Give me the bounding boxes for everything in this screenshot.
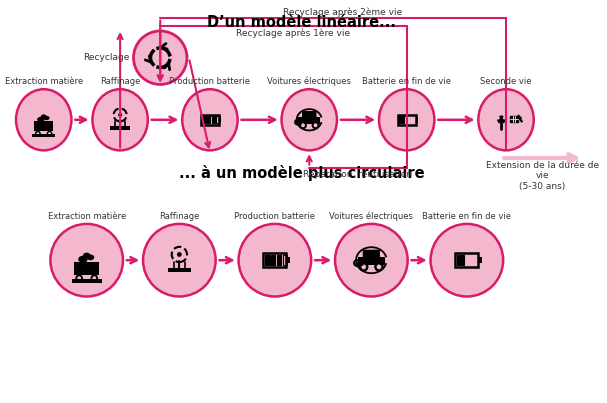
Circle shape [359,262,368,272]
Text: Production batterie: Production batterie [234,212,316,221]
Text: Réparation, réutilisation: Réparation, réutilisation [304,169,413,179]
Bar [287,257,290,263]
Ellipse shape [478,89,534,150]
Circle shape [314,123,317,127]
Bar [298,117,320,124]
Bar [203,116,206,123]
Text: ... à un modèle plus circulaire: ... à un modèle plus circulaire [179,165,424,181]
Bar [416,117,418,122]
Circle shape [36,132,39,135]
Bar [168,268,191,272]
Ellipse shape [50,224,123,297]
Text: Extension de la durée de
vie
(5-30 ans): Extension de la durée de vie (5-30 ans) [486,161,599,191]
Ellipse shape [41,114,47,119]
FancyBboxPatch shape [34,121,53,131]
Text: Batterie en fin de vie: Batterie en fin de vie [362,77,451,86]
Ellipse shape [239,224,311,297]
Bar [283,256,287,265]
Ellipse shape [182,89,237,150]
Circle shape [47,131,52,137]
FancyBboxPatch shape [75,262,99,275]
Text: Recyclage après 1ère vie: Recyclage après 1ère vie [236,28,350,37]
Bar [398,114,416,125]
Bar [110,126,130,129]
Ellipse shape [83,253,90,258]
Bar [219,117,222,122]
Ellipse shape [37,117,44,122]
Ellipse shape [87,255,94,260]
Bar [271,256,276,265]
Text: Voitures électriques: Voitures électriques [330,212,413,221]
Text: Extraction matière: Extraction matière [47,212,126,221]
Bar [212,116,215,123]
Ellipse shape [44,116,50,120]
Circle shape [75,274,83,282]
Ellipse shape [143,224,215,297]
Bar [32,135,55,137]
Bar [458,256,464,265]
Bar [201,114,219,125]
Bar [358,258,385,265]
Text: Recyclage: Recyclage [83,53,130,62]
Circle shape [92,276,96,280]
Text: Production batterie: Production batterie [169,77,251,86]
Text: Raffinage: Raffinage [100,77,140,86]
Text: D’un modèle linéaire...: D’un modèle linéaire... [207,15,396,30]
Bar [399,116,404,123]
Bar [277,256,281,265]
Bar [478,257,481,263]
Bar [207,116,211,123]
Circle shape [311,121,319,129]
Circle shape [361,264,366,269]
Bar [455,253,478,267]
Text: Recyclage après 2ème vie: Recyclage après 2ème vie [283,7,402,17]
Ellipse shape [92,89,148,150]
Circle shape [301,123,305,127]
Circle shape [90,274,98,282]
Circle shape [118,113,122,117]
Ellipse shape [282,89,337,150]
Circle shape [177,252,181,257]
Circle shape [77,276,81,280]
Bar [216,116,219,123]
Text: Seconde vie: Seconde vie [480,77,532,86]
Bar [263,253,287,267]
Text: Raffinage: Raffinage [159,212,200,221]
Circle shape [35,131,41,137]
Text: Voitures électriques: Voitures électriques [267,77,351,86]
Ellipse shape [78,256,87,263]
Ellipse shape [430,224,503,297]
Circle shape [374,262,384,272]
Ellipse shape [16,89,72,150]
FancyBboxPatch shape [302,111,316,118]
Circle shape [48,132,51,135]
Circle shape [299,121,307,129]
Ellipse shape [134,31,187,85]
Bar [265,256,270,265]
Ellipse shape [335,224,408,297]
Bar [510,116,518,122]
Circle shape [376,264,381,269]
Ellipse shape [379,89,435,150]
FancyBboxPatch shape [363,250,380,258]
Bar [72,279,102,283]
Text: Batterie en fin de vie: Batterie en fin de vie [422,212,511,221]
Text: Extraction matière: Extraction matière [5,77,83,86]
